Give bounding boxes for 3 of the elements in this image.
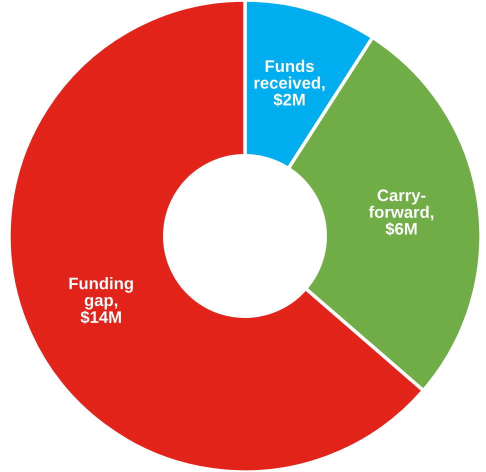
slice-label: Funding gap, $14M — [69, 277, 133, 324]
slice-label: Funds received, $2M — [254, 60, 325, 107]
slice-label: Carry-forward, $6M — [368, 189, 434, 236]
